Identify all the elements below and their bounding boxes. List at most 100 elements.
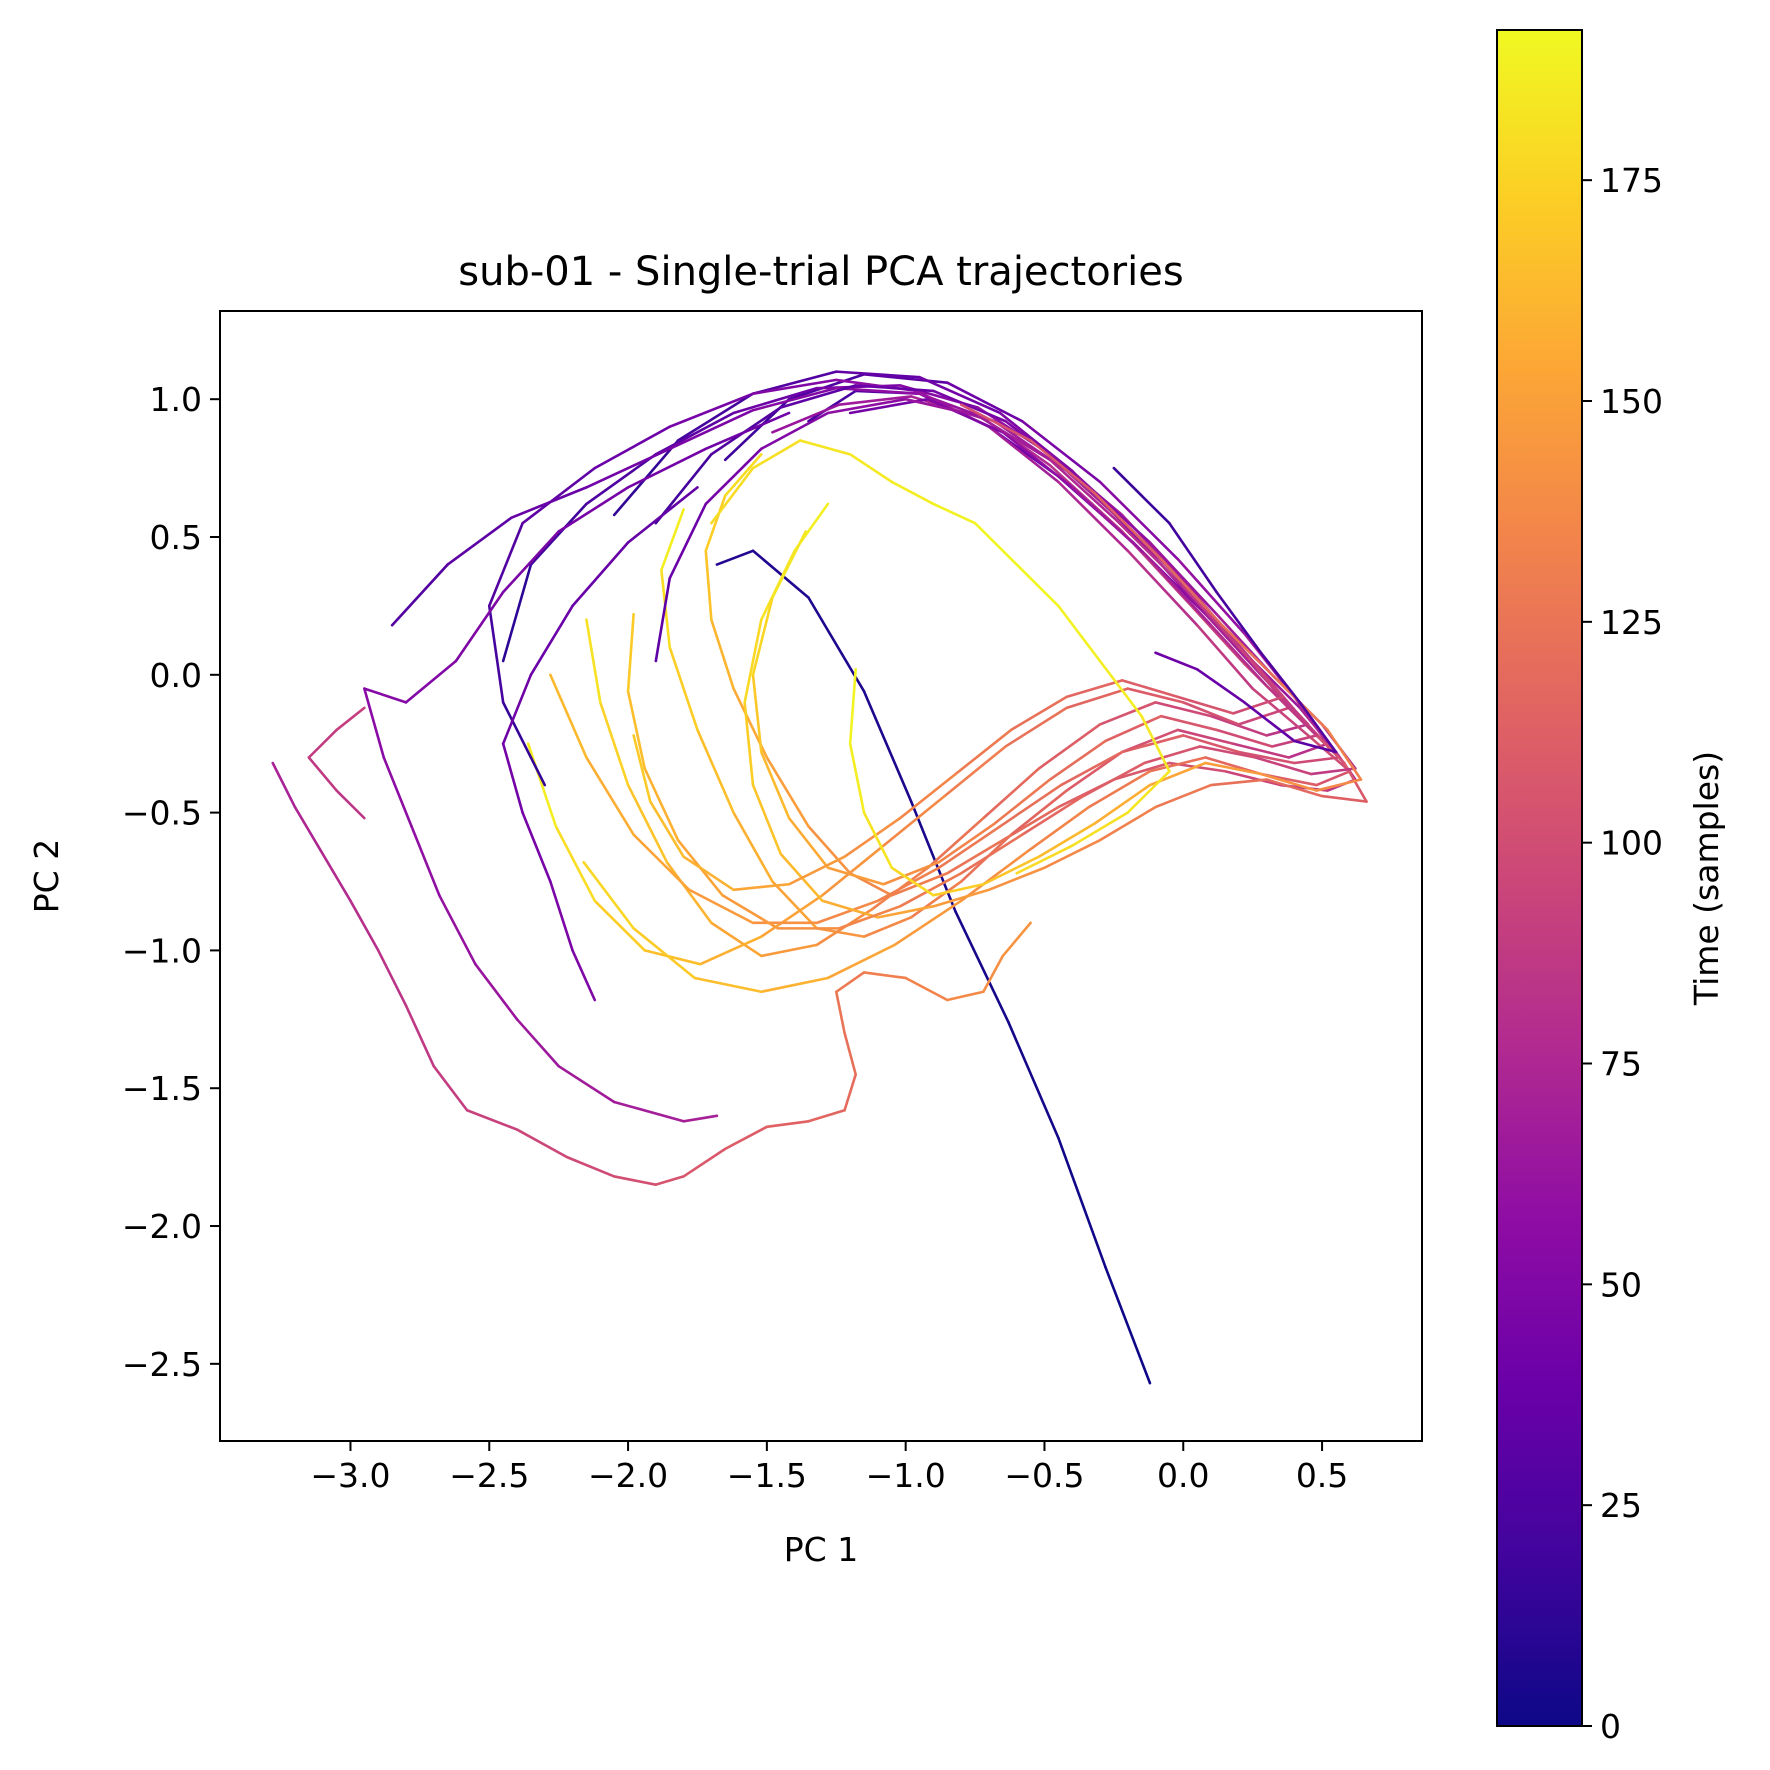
trajectory-segment bbox=[501, 530, 560, 594]
trajectory-segment bbox=[882, 794, 946, 847]
trajectory-segment bbox=[515, 1128, 569, 1159]
trajectory-segment bbox=[890, 871, 949, 897]
trajectory-segment bbox=[1120, 734, 1185, 754]
trajectory-segment bbox=[632, 927, 696, 980]
trajectory-lines bbox=[271, 370, 1368, 1385]
trajectory-segment bbox=[1059, 750, 1124, 787]
trajectory-segment bbox=[721, 893, 780, 930]
trajectory-segment bbox=[1065, 679, 1124, 699]
trajectory-segment bbox=[643, 767, 680, 842]
trajectory-segment bbox=[1168, 521, 1218, 594]
trajectory-segment bbox=[904, 976, 949, 1002]
trajectory-segment bbox=[1154, 701, 1213, 718]
trajectory-segment bbox=[1029, 439, 1096, 495]
trajectory-segment bbox=[876, 905, 935, 919]
trajectory-segment bbox=[549, 880, 574, 952]
y-tick-label: −1.5 bbox=[122, 1069, 202, 1108]
trajectory-segment bbox=[526, 742, 558, 828]
trajectory-segment bbox=[1315, 769, 1352, 787]
trajectory-12 bbox=[271, 761, 1032, 1186]
trajectory-segment bbox=[751, 673, 763, 754]
trajectory-segment bbox=[349, 899, 380, 952]
trajectory-17 bbox=[1112, 466, 1338, 754]
trajectory-segment bbox=[862, 373, 949, 384]
trajectory-segment bbox=[363, 687, 408, 704]
trajectory-segment bbox=[390, 563, 449, 627]
trajectory-segment bbox=[404, 1004, 436, 1068]
trajectory-segment bbox=[932, 888, 991, 908]
trajectory-segment bbox=[474, 962, 519, 1021]
trajectory-segment bbox=[771, 880, 819, 930]
trajectory-segment bbox=[1115, 519, 1185, 588]
trajectory-segment bbox=[787, 816, 830, 870]
trajectory-segment bbox=[765, 1119, 810, 1129]
trajectory-segment bbox=[501, 563, 533, 663]
trajectory-segment bbox=[834, 386, 921, 395]
colorbar-tick-label: 25 bbox=[1600, 1486, 1642, 1525]
trajectory-segment bbox=[1001, 921, 1032, 958]
trajectory-segment bbox=[843, 1073, 857, 1112]
trajectory-segment bbox=[771, 403, 841, 434]
trajectory-segment bbox=[571, 541, 630, 608]
trajectory-segment bbox=[848, 453, 894, 484]
trajectory-segment bbox=[1159, 714, 1218, 732]
trajectory-segment bbox=[904, 397, 980, 418]
trajectory-segment bbox=[585, 756, 635, 836]
trajectory-segment bbox=[862, 916, 913, 938]
trajectory-segment bbox=[521, 466, 597, 525]
trajectory-segment bbox=[1209, 778, 1268, 787]
trajectory-segment bbox=[751, 549, 810, 599]
trajectory-segment bbox=[557, 1064, 616, 1104]
trajectory-segment bbox=[687, 888, 755, 925]
trajectory-segment bbox=[751, 386, 838, 412]
trajectory-segment bbox=[807, 1108, 846, 1123]
trajectory-segment bbox=[1254, 756, 1313, 776]
trajectory-segment bbox=[1293, 695, 1329, 746]
colorbar-tick-label: 50 bbox=[1600, 1265, 1642, 1304]
trajectory-segment bbox=[404, 659, 458, 704]
trajectory-segment bbox=[1093, 783, 1152, 825]
trajectory-segment bbox=[815, 927, 866, 938]
trajectory-segment bbox=[1154, 783, 1213, 809]
trajectory-segment bbox=[1001, 430, 1074, 489]
trajectory-segment bbox=[676, 392, 755, 442]
trajectory-segment bbox=[668, 392, 755, 429]
trajectory-segment bbox=[1037, 822, 1096, 859]
trajectory-segment bbox=[1320, 794, 1368, 803]
colorbar-tick-label: 100 bbox=[1600, 824, 1663, 863]
trajectory-segment bbox=[1237, 750, 1296, 765]
y-axis-ticks: 1.0 0.5 0.0 −0.5 −1.0 −1.5 −2.0 −2.5 bbox=[122, 380, 220, 1384]
trajectory-segment bbox=[1093, 491, 1163, 561]
trajectory-segment bbox=[321, 852, 352, 903]
trajectory-segment bbox=[710, 618, 735, 690]
trajectory-segment bbox=[760, 411, 830, 451]
trajectory-segment bbox=[1259, 651, 1302, 704]
trajectory-segment bbox=[959, 403, 1032, 442]
trajectory-segment bbox=[465, 1108, 519, 1131]
trajectory-segment bbox=[890, 480, 935, 506]
y-tick-label: 1.0 bbox=[150, 380, 202, 419]
trajectory-segment bbox=[815, 899, 880, 925]
trajectory-segment bbox=[1293, 756, 1341, 765]
colorbar-tick-label: 175 bbox=[1600, 161, 1663, 200]
trajectory-10 bbox=[632, 397, 1285, 892]
trajectory-segment bbox=[643, 949, 702, 966]
trajectory-segment bbox=[1009, 695, 1068, 732]
trajectory-0 bbox=[715, 549, 1152, 1385]
trajectory-segment bbox=[654, 1175, 685, 1186]
trajectory-segment bbox=[723, 1125, 769, 1151]
trajectory-segment bbox=[843, 1031, 857, 1076]
x-tick-label: −1.5 bbox=[727, 1456, 807, 1495]
trajectory-segment bbox=[382, 756, 413, 828]
trajectory-segment bbox=[1209, 623, 1268, 688]
trajectory-segment bbox=[1220, 623, 1279, 682]
trajectory-segment bbox=[843, 816, 902, 859]
trajectory-segment bbox=[1098, 805, 1157, 842]
trajectory-segment bbox=[1187, 601, 1246, 666]
trajectory-segment bbox=[826, 866, 885, 886]
trajectory-segment bbox=[862, 811, 894, 870]
trajectory-segment bbox=[898, 871, 963, 908]
trajectory-segment bbox=[446, 516, 513, 566]
trajectory-segment bbox=[954, 910, 1010, 1024]
colorbar-tick-label: 125 bbox=[1600, 603, 1663, 642]
